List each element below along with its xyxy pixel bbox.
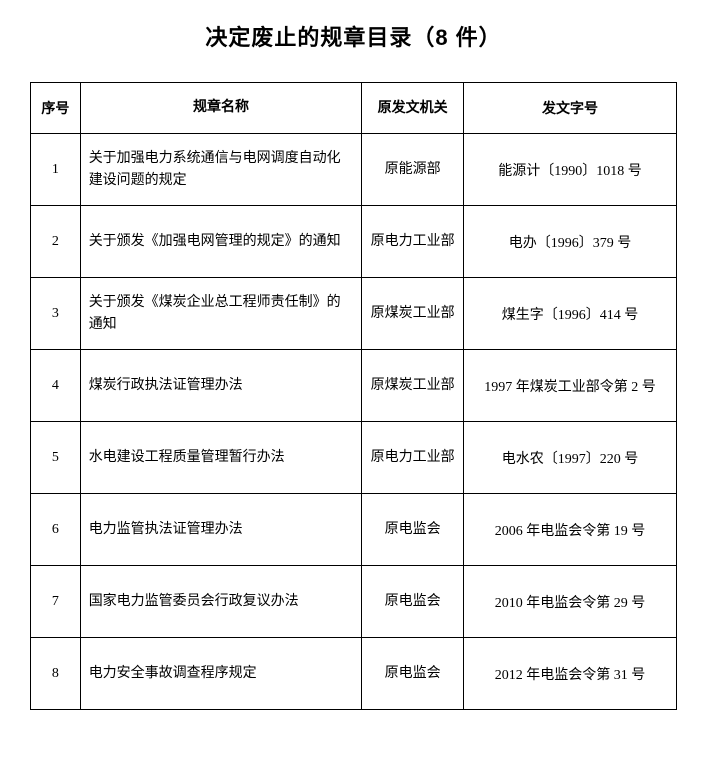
cell-docno: 电水农〔1997〕220 号	[464, 422, 677, 494]
document-title: 决定废止的规章目录（8 件）	[30, 20, 677, 52]
cell-index: 5	[31, 422, 81, 494]
table-row: 4 煤炭行政执法证管理办法 原煤炭工业部 1997 年煤炭工业部令第 2 号	[31, 350, 677, 422]
cell-docno: 煤生字〔1996〕414 号	[464, 278, 677, 350]
cell-agency: 原煤炭工业部	[362, 350, 464, 422]
cell-docno: 2010 年电监会令第 29 号	[464, 566, 677, 638]
cell-agency: 原能源部	[362, 134, 464, 206]
cell-docno: 2006 年电监会令第 19 号	[464, 494, 677, 566]
col-header-docno: 发文字号	[464, 83, 677, 134]
col-header-agency: 原发文机关	[362, 83, 464, 134]
col-header-index: 序号	[31, 83, 81, 134]
cell-name: 煤炭行政执法证管理办法	[80, 350, 362, 422]
cell-index: 8	[31, 638, 81, 710]
regulations-table: 序号 规章名称 原发文机关 发文字号 1 关于加强电力系统通信与电网调度自动化建…	[30, 82, 677, 710]
cell-index: 7	[31, 566, 81, 638]
cell-agency: 原电力工业部	[362, 422, 464, 494]
cell-name: 关于颁发《加强电网管理的规定》的通知	[80, 206, 362, 278]
cell-agency: 原电监会	[362, 638, 464, 710]
table-row: 1 关于加强电力系统通信与电网调度自动化建设问题的规定 原能源部 能源计〔199…	[31, 134, 677, 206]
table-row: 7 国家电力监管委员会行政复议办法 原电监会 2010 年电监会令第 29 号	[31, 566, 677, 638]
cell-docno: 电办〔1996〕379 号	[464, 206, 677, 278]
cell-index: 2	[31, 206, 81, 278]
table-body: 1 关于加强电力系统通信与电网调度自动化建设问题的规定 原能源部 能源计〔199…	[31, 134, 677, 710]
table-header-row: 序号 规章名称 原发文机关 发文字号	[31, 83, 677, 134]
cell-name: 电力安全事故调查程序规定	[80, 638, 362, 710]
cell-name: 关于加强电力系统通信与电网调度自动化建设问题的规定	[80, 134, 362, 206]
cell-name: 水电建设工程质量管理暂行办法	[80, 422, 362, 494]
cell-agency: 原电力工业部	[362, 206, 464, 278]
cell-name: 电力监管执法证管理办法	[80, 494, 362, 566]
cell-agency: 原电监会	[362, 566, 464, 638]
cell-agency: 原煤炭工业部	[362, 278, 464, 350]
table-row: 8 电力安全事故调查程序规定 原电监会 2012 年电监会令第 31 号	[31, 638, 677, 710]
cell-index: 6	[31, 494, 81, 566]
cell-index: 1	[31, 134, 81, 206]
table-row: 2 关于颁发《加强电网管理的规定》的通知 原电力工业部 电办〔1996〕379 …	[31, 206, 677, 278]
cell-docno: 能源计〔1990〕1018 号	[464, 134, 677, 206]
cell-index: 4	[31, 350, 81, 422]
cell-index: 3	[31, 278, 81, 350]
cell-name: 关于颁发《煤炭企业总工程师责任制》的通知	[80, 278, 362, 350]
table-row: 6 电力监管执法证管理办法 原电监会 2006 年电监会令第 19 号	[31, 494, 677, 566]
col-header-name: 规章名称	[80, 83, 362, 134]
table-row: 5 水电建设工程质量管理暂行办法 原电力工业部 电水农〔1997〕220 号	[31, 422, 677, 494]
cell-agency: 原电监会	[362, 494, 464, 566]
cell-name: 国家电力监管委员会行政复议办法	[80, 566, 362, 638]
cell-docno: 2012 年电监会令第 31 号	[464, 638, 677, 710]
cell-docno: 1997 年煤炭工业部令第 2 号	[464, 350, 677, 422]
table-row: 3 关于颁发《煤炭企业总工程师责任制》的通知 原煤炭工业部 煤生字〔1996〕4…	[31, 278, 677, 350]
